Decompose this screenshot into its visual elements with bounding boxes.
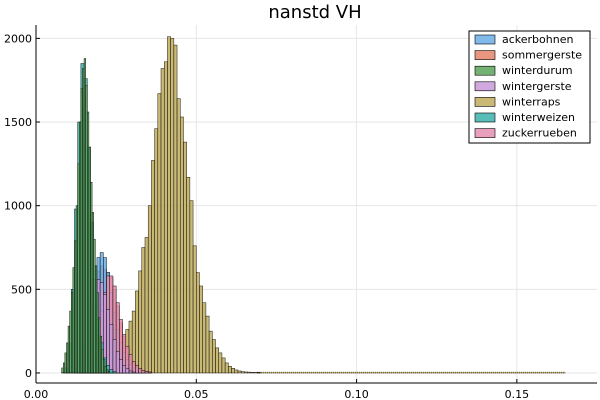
- histogram-bar: [199, 285, 203, 374]
- histogram-bar: [135, 290, 139, 374]
- histogram-bar: [122, 365, 127, 374]
- histogram-bar: [183, 141, 187, 374]
- histogram-bar: [109, 324, 114, 374]
- legend-swatch: [474, 81, 496, 92]
- histogram-bar: [107, 371, 110, 374]
- series-winterdurum: [61, 58, 110, 374]
- histogram-bar: [228, 366, 232, 374]
- histogram-bar: [106, 309, 110, 374]
- histogram-bar: [212, 339, 216, 374]
- histogram-bar: [147, 371, 152, 374]
- legend-label: sommergerste: [502, 49, 582, 62]
- histogram-bar: [170, 38, 175, 374]
- y-tick-label: 1500: [4, 116, 32, 129]
- histogram-bar: [247, 371, 252, 374]
- legend-label: ackerbohnen: [502, 33, 573, 46]
- histogram-bar: [253, 372, 258, 374]
- legend-swatch: [474, 34, 496, 45]
- histogram-bar: [151, 160, 155, 374]
- histogram-bar: [128, 354, 133, 374]
- legend-swatch: [474, 50, 496, 60]
- histogram-bar: [144, 237, 149, 374]
- legend-label: winterdurum: [502, 64, 573, 77]
- histogram-bar: [167, 36, 171, 374]
- histogram-bar: [112, 371, 117, 374]
- histogram-bar: [189, 200, 194, 374]
- legend-swatch: [474, 65, 496, 76]
- legend-swatch: [474, 97, 496, 107]
- x-tick-label: 0.00: [24, 388, 49, 400]
- histogram-bar: [163, 61, 168, 374]
- long-tail-bar: [256, 371, 566, 374]
- histogram-bar: [224, 362, 229, 374]
- y-tick-label: 1000: [4, 200, 32, 213]
- y-tick-label: 500: [11, 283, 32, 296]
- histogram-bar: [192, 245, 197, 374]
- legend: ackerbohnen sommergerste winterdurum winter…: [468, 30, 591, 144]
- legend-swatch: [474, 112, 496, 123]
- histogram-bar: [180, 116, 184, 374]
- histogram-bar: [218, 352, 223, 374]
- histogram-bar: [125, 368, 130, 374]
- histogram-bar: [147, 205, 152, 374]
- legend-swatch: [474, 128, 496, 138]
- histogram-bar: [215, 347, 219, 374]
- y-tick-label: 2000: [4, 32, 32, 45]
- histogram-bar: [221, 357, 226, 374]
- x-tick-label: 0.15: [505, 388, 530, 400]
- axes-layer: 0.00 0.05 0.10 0.15 0 500 1000 1500 2000: [4, 25, 597, 400]
- legend-label: winterweizen: [502, 111, 575, 124]
- histogram-bar: [244, 371, 248, 374]
- histogram-bar: [205, 315, 210, 374]
- histogram-bar: [176, 98, 181, 374]
- histogram-bar: [231, 368, 236, 374]
- histogram-bar: [135, 365, 139, 374]
- histogram-bar: [131, 361, 136, 374]
- histogram-bar: [202, 302, 207, 374]
- histogram-bar: [144, 371, 149, 374]
- histogram-bar: [250, 372, 255, 374]
- x-tick-label: 0.05: [184, 388, 209, 400]
- histogram-bar: [256, 372, 261, 374]
- histogram-bar: [119, 359, 123, 374]
- histogram-bar: [234, 369, 239, 374]
- histogram-bar: [240, 371, 245, 374]
- histogram-bar: [115, 350, 120, 374]
- histogram-bar: [141, 370, 146, 374]
- histogram-bar: [141, 247, 146, 374]
- histogram-bar: [208, 330, 213, 374]
- x-tick-label: 0.10: [344, 388, 369, 400]
- y-tick-label: 0: [25, 367, 32, 380]
- histogram-bar: [196, 272, 200, 374]
- histogram-bar: [138, 270, 143, 374]
- legend-label: winterraps: [502, 95, 561, 108]
- legend-label: wintergerste: [502, 80, 572, 93]
- histogram-bar: [157, 93, 162, 374]
- histogram-bar: [154, 128, 159, 374]
- legend-label: zuckerrueben: [502, 127, 577, 140]
- histogram-bar: [128, 370, 133, 374]
- histogram-bar: [109, 369, 114, 374]
- histogram-bar: [173, 44, 178, 374]
- histogram-bar: [138, 368, 143, 374]
- histogram-bar: [237, 370, 242, 374]
- histogram-bar: [112, 339, 117, 374]
- histogram-bar: [131, 371, 136, 374]
- histogram-bar: [160, 68, 165, 374]
- histogram-bar: [186, 176, 191, 374]
- chart-title: nanstd VH: [268, 2, 361, 23]
- bars-layer: [61, 36, 566, 374]
